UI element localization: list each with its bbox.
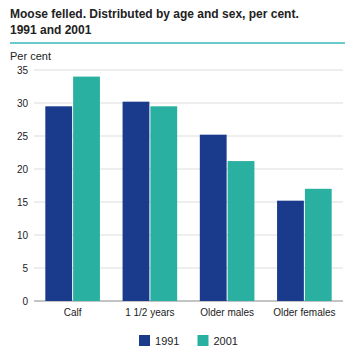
x-tick-label: Older males (200, 307, 254, 318)
subtitle: 1991 and 2001 (10, 23, 92, 37)
chart: Moose felled. Distributed by age and sex… (0, 0, 355, 363)
title: Moose felled. Distributed by age and sex… (10, 7, 299, 21)
legend-swatch (139, 335, 150, 346)
y-axis-label: Per cent (10, 50, 51, 62)
bar (150, 106, 177, 301)
bar (228, 161, 255, 301)
y-tick-label: 0 (22, 296, 28, 307)
bar (277, 201, 304, 301)
y-tick-label: 25 (17, 131, 29, 142)
legend: 1991 2001 (139, 335, 238, 347)
x-tick-label: 1 1/2 years (125, 307, 174, 318)
bar (73, 77, 100, 301)
bars (45, 77, 331, 301)
legend-label: 2001 (214, 335, 238, 347)
y-tick-label: 30 (17, 98, 29, 109)
legend-swatch (198, 335, 209, 346)
title-rule (10, 42, 345, 44)
grid-line (34, 70, 343, 71)
bar (305, 189, 332, 301)
bar (123, 102, 150, 301)
y-tick-label: 35 (17, 65, 29, 76)
y-tick-label: 5 (22, 263, 28, 274)
bar (200, 135, 227, 301)
y-tick-label: 10 (17, 230, 29, 241)
bar (45, 106, 72, 301)
x-tick-label: Older females (273, 307, 335, 318)
y-tick-label: 15 (17, 197, 29, 208)
y-tick-label: 20 (17, 164, 29, 175)
legend-label: 1991 (155, 335, 179, 347)
grid (34, 70, 343, 301)
x-tick-label: Calf (64, 307, 82, 318)
